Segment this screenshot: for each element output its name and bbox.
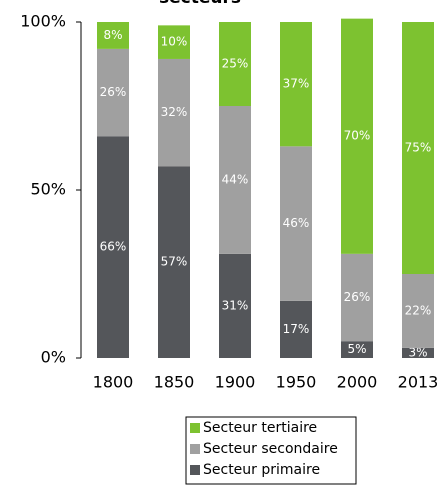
- x-tick-label: 1950: [276, 373, 317, 392]
- data-label: 46%: [283, 216, 310, 230]
- bar-segment: [341, 18, 373, 254]
- legend-label: Secteur secondaire: [203, 441, 338, 457]
- bar-segment: [97, 22, 129, 49]
- data-label: 70%: [344, 129, 371, 143]
- bar-segment: [341, 341, 373, 358]
- x-tick-label: 1800: [93, 373, 134, 392]
- y-tick-label: 0%: [41, 348, 66, 367]
- data-label: 57%: [161, 255, 188, 269]
- data-label: 32%: [161, 105, 188, 119]
- data-label: 66%: [100, 240, 127, 254]
- bar-segment: [280, 146, 312, 301]
- bar-segment: [280, 300, 312, 358]
- bar-segment: [97, 136, 129, 358]
- x-tick-label: 1900: [215, 373, 256, 392]
- bar-segment: [402, 22, 434, 274]
- x-tick-label: 1850: [154, 373, 195, 392]
- data-label: 75%: [405, 141, 432, 155]
- bar-segment: [219, 22, 251, 106]
- bar-segment: [158, 58, 190, 167]
- bar-segment: [158, 166, 190, 358]
- data-label: 17%: [283, 322, 310, 336]
- bar-segment: [402, 347, 434, 358]
- bar-segment: [219, 253, 251, 358]
- legend-swatch: [190, 423, 200, 433]
- data-label: 44%: [222, 172, 249, 186]
- data-label: 22%: [405, 303, 432, 317]
- y-tick-label: 50%: [30, 180, 66, 199]
- x-tick-label: 2013: [398, 373, 439, 392]
- bar-segment: [341, 253, 373, 342]
- legend-swatch: [190, 444, 200, 454]
- data-label: 3%: [408, 345, 427, 359]
- bar-segment: [280, 22, 312, 147]
- data-label: 37%: [283, 77, 310, 91]
- data-label: 31%: [222, 298, 249, 312]
- data-label: 26%: [344, 290, 371, 304]
- chart-title: secteurs: [159, 0, 241, 8]
- bar-segment: [158, 25, 190, 59]
- data-label: 5%: [347, 342, 366, 356]
- legend-label: Secteur primaire: [203, 462, 320, 478]
- y-tick-label: 100%: [20, 12, 66, 31]
- legend-swatch: [190, 465, 200, 475]
- data-label: 8%: [103, 28, 122, 42]
- legend-box: [185, 416, 357, 485]
- data-label: 26%: [100, 85, 127, 99]
- bar-segment: [402, 274, 434, 348]
- bar-segment: [97, 48, 129, 137]
- data-label: 25%: [222, 57, 249, 71]
- x-tick-label: 2000: [337, 373, 378, 392]
- legend-label: Secteur tertiaire: [203, 420, 317, 436]
- data-label: 10%: [161, 35, 188, 49]
- bar-segment: [219, 106, 251, 254]
